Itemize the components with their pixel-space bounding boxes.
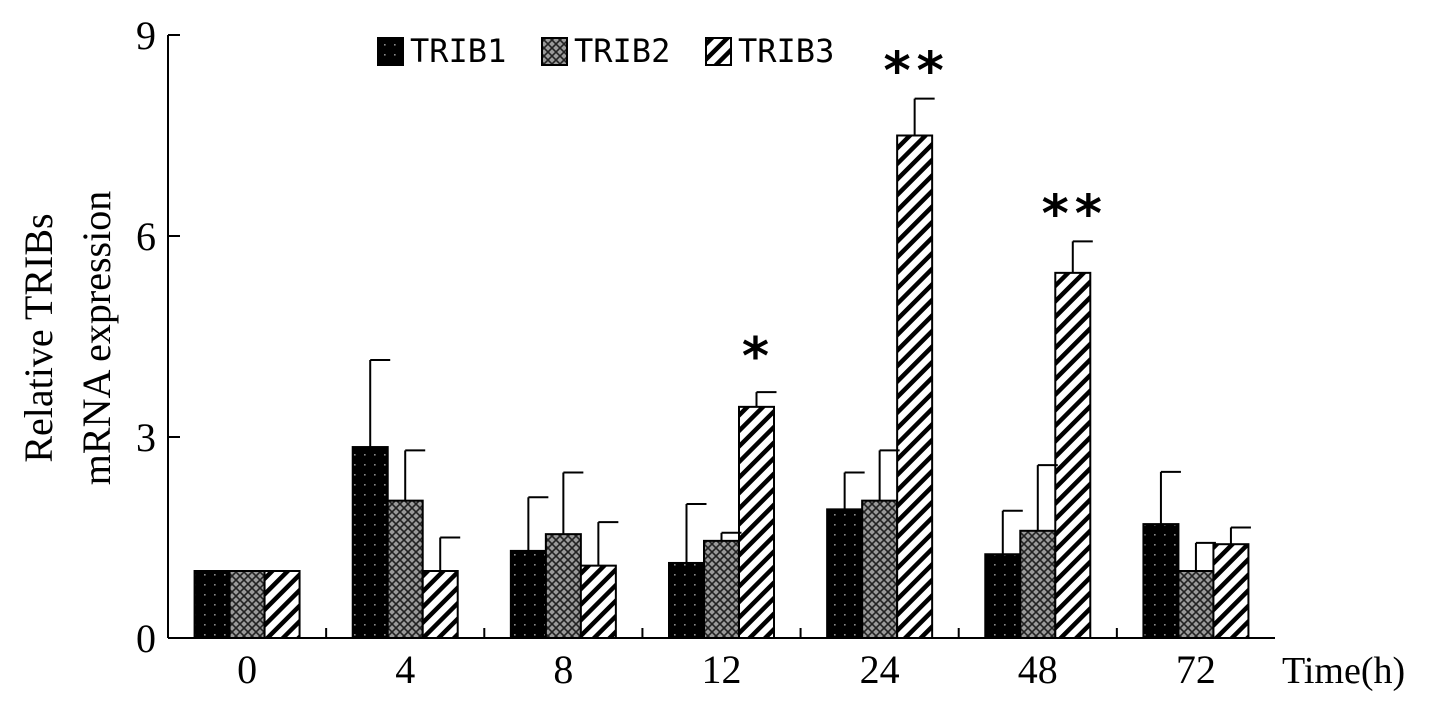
x-axis-title: Time(h) bbox=[1282, 650, 1405, 692]
bar-trib2-0 bbox=[228, 570, 266, 639]
y-axis-title-line-2: mRNA expression bbox=[74, 191, 119, 485]
bar-trib3-24 bbox=[896, 134, 934, 639]
bar-trib3-4 bbox=[421, 570, 459, 639]
x-tick-label: 4 bbox=[395, 647, 415, 692]
legend-swatch-trib1 bbox=[377, 37, 404, 66]
x-tick-label: 8 bbox=[553, 647, 573, 692]
x-tick-label: 72 bbox=[1176, 647, 1216, 692]
significance-marks: ***** bbox=[742, 42, 1108, 387]
bar-trib1-8 bbox=[509, 549, 547, 640]
legend: TRIB1 TRIB2 TRIB3 bbox=[377, 32, 834, 70]
legend-label-trib2: TRIB2 bbox=[574, 32, 670, 70]
bar-trib1-0 bbox=[193, 570, 231, 639]
x-tick-label: 24 bbox=[860, 647, 900, 692]
significance-trib3-48: ** bbox=[1042, 184, 1108, 244]
bar-trib3-12 bbox=[738, 405, 775, 639]
legend-swatch-trib3 bbox=[705, 37, 732, 66]
y-axis-title-line-1: Relative TRIBs bbox=[16, 213, 61, 462]
bar-trib2-72 bbox=[1177, 570, 1215, 639]
bars bbox=[193, 134, 1250, 640]
bar-trib1-4 bbox=[351, 446, 389, 639]
significance-trib3-12: * bbox=[742, 327, 775, 387]
x-tick-label: 0 bbox=[237, 647, 257, 692]
y-tick-label: 6 bbox=[136, 214, 156, 259]
bar-trib1-12 bbox=[668, 561, 705, 640]
x-tick-label: 48 bbox=[1018, 647, 1058, 692]
bar-trib2-4 bbox=[386, 499, 424, 639]
bar-trib3-8 bbox=[579, 564, 617, 640]
x-axis-ticks: 0 4 8 12 24 48 72 bbox=[237, 628, 1216, 692]
bar-trib3-72 bbox=[1212, 543, 1250, 640]
bar-trib1-48 bbox=[984, 553, 1022, 639]
legend-swatch-trib2 bbox=[541, 37, 568, 66]
significance-trib3-24: ** bbox=[883, 42, 949, 102]
y-tick-label: 9 bbox=[136, 13, 156, 58]
y-tick-label: 3 bbox=[136, 415, 156, 460]
y-axis-title: Relative TRIBs mRNA expression bbox=[16, 191, 119, 485]
y-tick-label: 0 bbox=[136, 616, 156, 661]
legend-label-trib3: TRIB3 bbox=[738, 32, 834, 70]
bar-trib2-48 bbox=[1019, 529, 1057, 639]
bar-trib3-0 bbox=[263, 570, 301, 639]
bar-trib3-48 bbox=[1054, 271, 1092, 639]
error-bars bbox=[369, 97, 1251, 571]
bar-trib2-12 bbox=[703, 539, 740, 639]
bar-trib1-24 bbox=[826, 508, 864, 639]
bar-trib1-72 bbox=[1142, 523, 1180, 639]
y-axis-ticks: 0 3 6 9 bbox=[136, 13, 180, 661]
bar-trib2-24 bbox=[861, 499, 899, 639]
x-tick-label: 12 bbox=[702, 647, 742, 692]
bar-trib2-8 bbox=[544, 533, 582, 640]
legend-label-trib1: TRIB1 bbox=[410, 32, 506, 70]
